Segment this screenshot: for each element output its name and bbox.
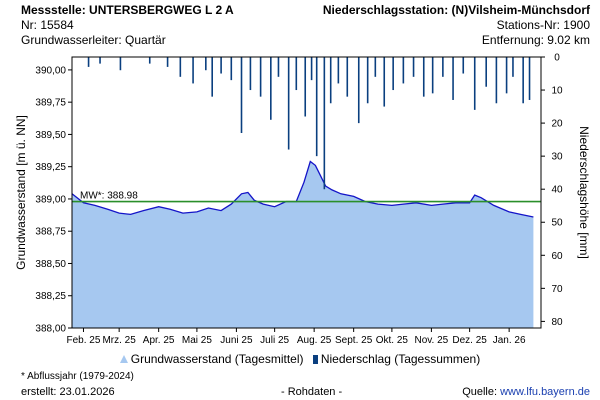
x-tick-label: Mrz. 25	[102, 335, 136, 346]
y-left-tick-label: 388,25	[35, 291, 66, 302]
precip-station-number: Stations-Nr: 1900	[496, 18, 590, 32]
y-left-tick-label: 389,50	[35, 130, 66, 141]
source-credit: Quelle: www.lfu.bayern.de	[462, 385, 590, 399]
x-tick-label: Jan. 26	[493, 335, 526, 346]
precip-station-title: Niederschlagsstation: (N)Vilsheim-Münchs…	[322, 3, 590, 17]
groundwater-area	[72, 161, 534, 328]
legend-precip: Niederschlag (Tagessummen)	[307, 352, 480, 366]
mean-label: MW*: 388.98	[80, 191, 138, 202]
groundwater-swatch	[119, 355, 128, 363]
source-link[interactable]: www.lfu.bayern.de	[500, 386, 590, 398]
mean-footnote: * Abflussjahr (1979-2024)	[21, 371, 134, 382]
legend-precip-label: Niederschlag (Tagessummen)	[320, 352, 481, 366]
axes-layer: 388,00 388,25 388,50 388,75 389,00 389,25 389,…	[14, 53, 591, 347]
precipitation-layer	[87, 57, 531, 190]
x-tick-label: Sept. 25	[335, 335, 373, 346]
groundwater-layer: MW*: 388.98	[71, 160, 541, 328]
y-right-tick-label: 30	[551, 152, 563, 163]
y-left-tick-label: 390,00	[35, 65, 66, 76]
y-right-tick-label: 20	[551, 119, 563, 130]
source-label: Quelle:	[462, 386, 498, 398]
aquifer-label: Grundwasserleiter: Quartär	[21, 33, 166, 47]
x-tick-label: Aug. 25	[297, 335, 332, 346]
y-left-tick-label: 388,00	[35, 324, 66, 335]
x-tick-label: Nov. 25	[415, 335, 449, 346]
x-tick-label: Mai 25	[182, 335, 212, 346]
y-left-tick-label: 389,75	[35, 98, 66, 109]
created-date: erstellt: 23.01.2026	[21, 386, 115, 398]
legend-groundwater: Grundwasserstand (Tagesmittel)	[119, 352, 304, 366]
y-right-tick-label: 60	[551, 251, 563, 262]
x-tick-label: Okt. 25	[376, 335, 409, 346]
y-right-tick-label: 0	[554, 53, 560, 64]
legend: Grundwasserstand (Tagesmittel) Niedersch…	[0, 352, 600, 366]
groundwater-line	[71, 160, 534, 218]
y-right-tick-label: 70	[551, 284, 563, 295]
y-right-tick-label: 10	[551, 86, 563, 97]
y-right-tick-label: 40	[551, 185, 563, 196]
x-tick-label: Juli 25	[260, 335, 289, 346]
y-left-tick-label: 388,50	[35, 259, 66, 270]
y-left-tick-label: 388,75	[35, 227, 66, 238]
y-right-axis-title: Niederschlagshöhe [mm]	[577, 126, 591, 259]
station-title: Messstelle: UNTERSBERGWEG L 2 A	[21, 3, 234, 17]
x-tick-label: Juni 25	[220, 335, 253, 346]
precip-swatch	[312, 355, 318, 364]
y-left-tick-label: 389,25	[35, 162, 66, 173]
x-tick-label: Dez. 25	[452, 335, 487, 346]
raw-data-note: - Rohdaten -	[281, 386, 343, 398]
plot-frame	[71, 56, 542, 329]
y-right-tick-label: 80	[551, 317, 563, 328]
x-tick-label: Apr. 25	[143, 335, 175, 346]
legend-groundwater-label: Grundwasserstand (Tagesmittel)	[130, 352, 304, 366]
station-number: Nr: 15584	[21, 18, 74, 32]
y-left-tick-label: 389,00	[35, 194, 66, 205]
y-left-axis-title: Grundwasserstand [m ü. NN]	[14, 115, 28, 270]
y-right-tick-label: 50	[551, 218, 563, 229]
distance-label: Entfernung: 9.02 km	[481, 33, 590, 47]
x-tick-label: Feb. 25	[67, 335, 101, 346]
